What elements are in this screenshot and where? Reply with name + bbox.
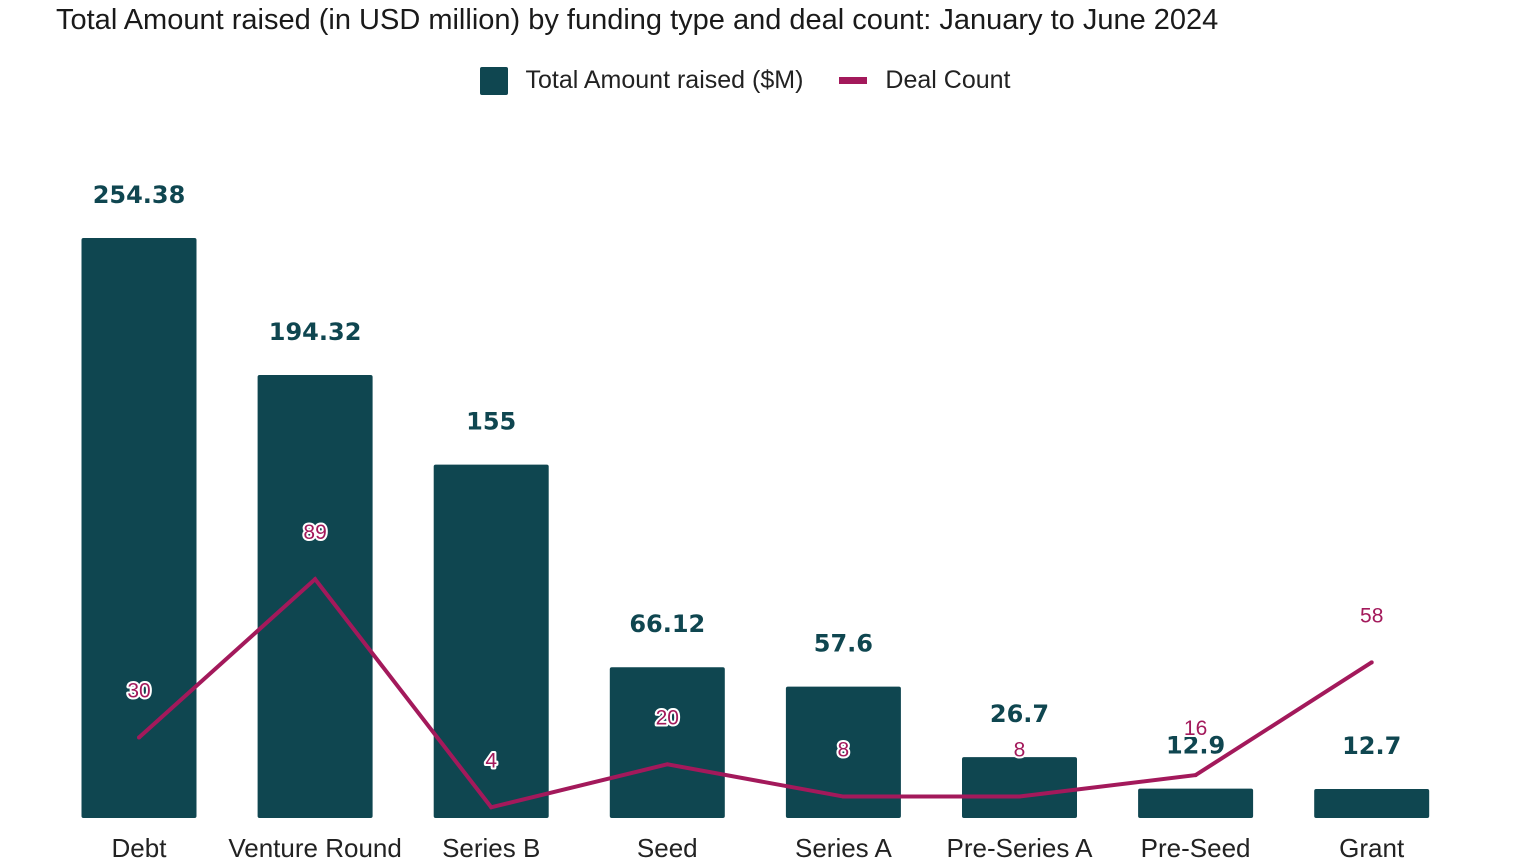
category-label-seed: Seed	[637, 833, 698, 863]
bar-value-label-pre-seed: 12.9	[1166, 732, 1225, 760]
legend-swatch-amount	[479, 66, 508, 95]
bar-value-label-grant: 12.7	[1342, 732, 1401, 760]
deal-count-point-series-b	[489, 805, 494, 810]
category-label-series-b: Series B	[442, 833, 540, 863]
legend: Total Amount raised ($M) Deal Count	[0, 66, 1490, 95]
bar-value-label-pre-series-a: 26.7	[990, 700, 1049, 728]
bar-value-label-debt: 254.38	[93, 181, 186, 209]
bar-seed	[609, 667, 725, 818]
bar-value-label-venture-round: 194.32	[269, 318, 362, 346]
deal-count-point-debt	[137, 735, 141, 740]
legend-item-amount: Total Amount raised ($M)	[479, 66, 804, 95]
deal-count-label-seed: 20	[656, 706, 679, 729]
deal-count-line	[137, 576, 1373, 810]
deal-count-point-venture-round	[313, 577, 318, 582]
bar-debt	[81, 238, 197, 818]
bar-value-label-series-b: 155	[466, 408, 516, 436]
legend-label-amount: Total Amount raised ($M)	[525, 66, 804, 94]
category-label-grant: Grant	[1339, 833, 1405, 863]
deal-count-label-venture-round: 89	[303, 521, 326, 544]
deal-count-point-series-a	[841, 794, 846, 799]
bar-grant	[1314, 789, 1430, 818]
deal-count-point-seed	[665, 762, 670, 767]
deal-count-label-debt: 30	[127, 680, 150, 703]
bar-series-a	[785, 686, 901, 818]
deal-count-label-series-a: 8	[838, 739, 850, 762]
deal-count-point-grant	[1369, 660, 1374, 665]
legend-item-deal-count: Deal Count	[839, 66, 1010, 95]
deal-count-point-pre-seed	[1193, 773, 1198, 778]
bars-group	[81, 238, 1430, 818]
line-labels-group: 30 89 4 20 8 8 16 58	[125, 519, 1385, 774]
deal-count-label-series-b: 4	[485, 749, 497, 772]
deal-count-label-grant: 58	[1360, 604, 1383, 627]
category-label-debt: Debt	[112, 833, 168, 863]
deal-count-point-pre-series-a	[1017, 794, 1022, 799]
bar-value-label-seed: 66.12	[629, 610, 705, 638]
category-labels-group: Debt Venture Round Series B Seed Series A Pre…	[112, 833, 1405, 863]
chart-title: Total Amount raised (in USD million) by …	[56, 4, 1219, 36]
category-label-pre-series-a: Pre-Series A	[947, 833, 1094, 863]
deal-count-label-pre-series-a: 8	[1014, 739, 1026, 762]
bar-labels-group: 254.38 194.32 155 66.12 57.6 26.7 12.9 12.7	[93, 181, 1402, 760]
bar-pre-seed	[1138, 788, 1254, 818]
bar-pre-series-a	[962, 757, 1077, 818]
bar-value-label-series-a: 57.6	[814, 630, 873, 658]
bar-series-b	[433, 464, 549, 818]
deal-count-label-pre-seed: 16	[1184, 717, 1207, 740]
category-label-venture-round: Venture Round	[228, 833, 401, 863]
bar-venture-round	[257, 374, 373, 818]
category-label-pre-seed: Pre-Seed	[1141, 833, 1251, 863]
legend-swatch-deal-count	[839, 77, 868, 84]
deal-line-group	[137, 576, 1374, 810]
legend-label-deal-count: Deal Count	[885, 66, 1011, 94]
category-label-series-a: Series A	[795, 833, 892, 863]
